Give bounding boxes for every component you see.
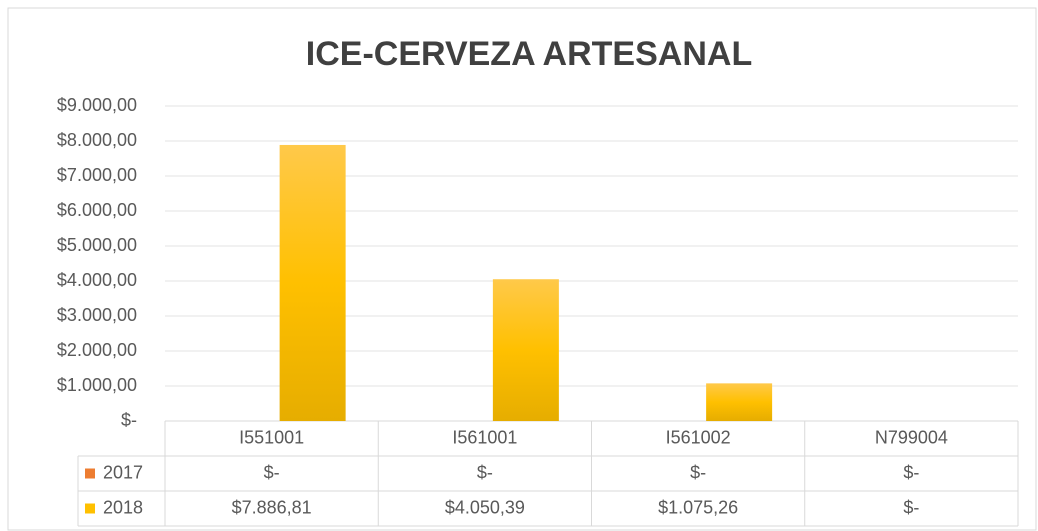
x-tick-label: I561002 <box>666 427 731 447</box>
y-tick-label: $5.000,00 <box>57 235 137 255</box>
data-table-value: $7.886,81 <box>232 497 312 517</box>
y-tick-label: $9.000,00 <box>57 95 137 115</box>
data-table-value: $1.075,26 <box>658 497 738 517</box>
x-tick-label: I551001 <box>239 427 304 447</box>
bar <box>706 383 773 421</box>
y-tick-label: $2.000,00 <box>57 340 137 360</box>
y-tick-label: $6.000,00 <box>57 200 137 220</box>
legend-key <box>85 503 95 514</box>
x-tick-label: N799004 <box>875 427 948 447</box>
data-table-value: $4.050,39 <box>445 497 525 517</box>
x-tick-label: I561001 <box>452 427 517 447</box>
y-tick-label: $3.000,00 <box>57 305 137 325</box>
data-table-value: $- <box>477 462 493 482</box>
data-table-value: $- <box>264 462 280 482</box>
y-tick-label: $7.000,00 <box>57 165 137 185</box>
chart-border <box>7 7 1037 531</box>
legend-label: 2017 <box>103 462 143 482</box>
y-tick-label: $1.000,00 <box>57 375 137 395</box>
y-tick-label: $- <box>121 410 137 430</box>
data-table-value: $- <box>903 462 919 482</box>
data-table-value: $- <box>903 497 919 517</box>
bar <box>279 144 346 421</box>
legend-key <box>85 468 95 479</box>
legend-label: 2018 <box>103 497 143 517</box>
bar <box>492 279 559 421</box>
y-tick-label: $4.000,00 <box>57 270 137 290</box>
chart-title: ICE-CERVEZA ARTESANAL <box>306 35 752 73</box>
y-tick-label: $8.000,00 <box>57 130 137 150</box>
data-table-value: $- <box>690 462 706 482</box>
